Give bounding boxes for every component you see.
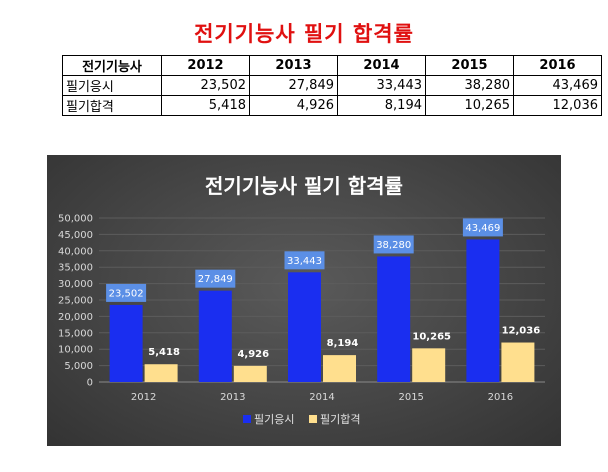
data-label-box [106,283,147,302]
data-label-passers: 5,418 [148,347,180,358]
y-tick-label: 25,000 [58,296,93,307]
y-tick-label: 15,000 [58,328,93,339]
data-label-passers: 12,036 [502,326,541,337]
legend-label: 필기응시 [254,413,294,426]
bar-passers [323,355,356,382]
x-tick-label: 2012 [131,392,156,403]
data-table: 전기기능사 2012 2013 2014 2015 2016 필기응시 23,5… [62,55,602,116]
legend-label: 필기합격 [320,413,360,426]
y-tick-label: 10,000 [58,345,93,356]
data-label-passers: 4,926 [237,349,269,360]
data-label-applicants: 27,849 [198,274,233,285]
legend-swatch [309,415,317,423]
x-tick-label: 2016 [488,392,513,403]
y-tick-label: 5,000 [64,361,93,372]
y-tick-label: 0 [87,378,93,389]
table-header-row: 전기기능사 2012 2013 2014 2015 2016 [62,55,602,76]
table-cell: 43,469 [513,75,602,96]
table-header-year: 2013 [249,55,338,76]
data-label-passers: 8,194 [327,338,359,349]
bar-applicants [198,290,232,382]
table-cell: 23,502 [161,75,250,96]
table-cell: 12,036 [513,95,602,116]
table-cell: 4,926 [249,95,338,116]
x-tick-label: 2014 [309,392,334,403]
bar-passers [233,365,267,382]
table-row-label: 필기응시 [62,75,162,96]
x-tick-label: 2013 [220,392,245,403]
data-label-box [373,235,414,254]
table-cell: 27,849 [249,75,338,96]
page-title: 전기기능사 필기 합격률 [194,22,414,46]
table-header-year: 2012 [161,55,250,76]
bar-chart: 전기기능사 필기 합격률 0 5,000 10,000 15,000 20,000 25,0… [58,174,545,426]
y-tick-label: 35,000 [58,263,93,274]
chart-container: 전기기능사 필기 합격률 0 5,000 10,000 15,000 20,000 25,0… [47,155,561,446]
bar-passers [144,364,178,382]
bar-passers [501,342,535,382]
table-row: 필기응시 23,502 27,849 33,443 38,280 43,469 [62,75,602,96]
chart-title: 전기기능사 필기 합격률 [205,174,403,198]
bar-applicants [377,256,411,382]
legend-swatch [243,415,251,423]
bar-applicants [466,239,500,382]
table-cell: 10,265 [425,95,514,116]
data-label-applicants: 43,469 [465,223,500,234]
y-tick-label: 30,000 [58,279,93,290]
table-header-year: 2014 [337,55,426,76]
data-label-box [284,251,325,270]
table-header-year: 2016 [513,55,602,76]
y-tick-label: 40,000 [58,246,93,257]
bar-applicants [109,304,143,382]
y-tick-label: 45,000 [58,230,93,241]
bar-passers [412,348,446,382]
bar-applicants [288,272,321,382]
table-cell: 8,194 [337,95,426,116]
data-label-applicants: 38,280 [376,240,411,251]
table-header-year: 2015 [425,55,514,76]
data-label-passers: 10,265 [412,331,451,342]
table-cell: 33,443 [337,75,426,96]
data-label-box [462,218,503,237]
table-row-label: 필기합격 [62,95,162,116]
y-tick-label: 50,000 [58,214,93,225]
data-label-applicants: 33,443 [287,256,322,267]
data-label-box [195,269,236,288]
table-cell: 5,418 [161,95,250,116]
data-label-applicants: 23,502 [109,288,144,299]
y-tick-label: 20,000 [58,312,93,323]
table-cell: 38,280 [425,75,514,96]
table-header-label: 전기기능사 [62,55,162,76]
table-row: 필기합격 5,418 4,926 8,194 10,265 12,036 [62,95,602,116]
x-tick-label: 2015 [398,392,423,403]
